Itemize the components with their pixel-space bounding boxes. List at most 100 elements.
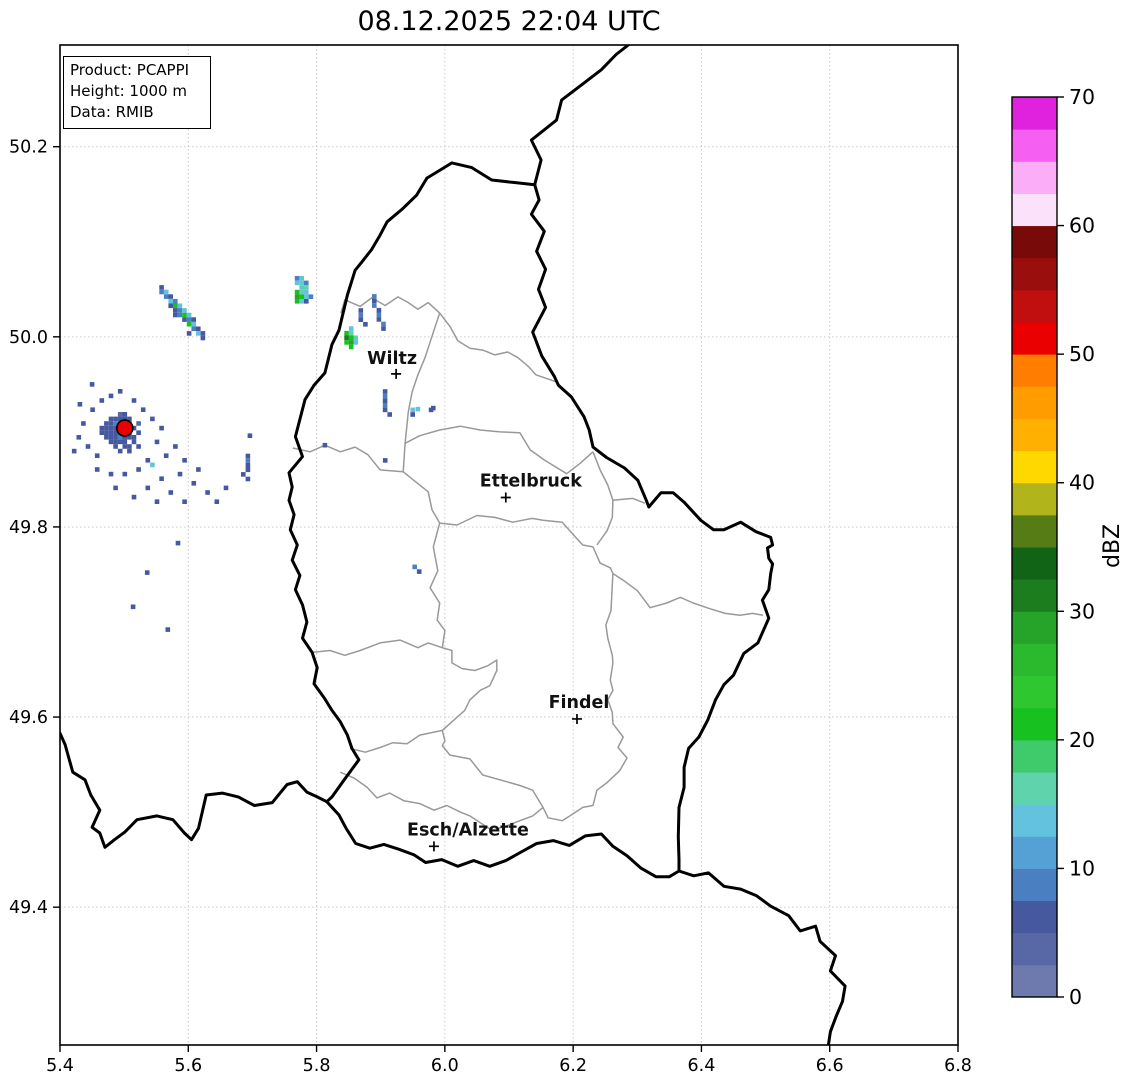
echo-cell	[245, 453, 251, 459]
city-label: Findel	[549, 693, 610, 713]
colorbar-segment	[1012, 579, 1057, 612]
echo-cell	[376, 317, 382, 322]
echo-cell	[163, 453, 169, 458]
colorbar-segment	[1012, 964, 1057, 998]
echo-cell	[299, 289, 304, 295]
echo-cell	[136, 430, 141, 435]
colorbar-segment	[1012, 386, 1057, 419]
echo-cell	[168, 303, 173, 309]
echo-cell	[122, 439, 128, 445]
echo-cell	[150, 462, 155, 468]
x-tick-label: 6.2	[559, 1056, 587, 1076]
echo-cell	[344, 340, 349, 345]
echo-cell	[108, 439, 114, 445]
echo-cell	[348, 330, 354, 336]
echo-cell	[196, 467, 201, 472]
echo-cell	[182, 317, 187, 322]
echo-cell	[136, 421, 141, 426]
echo-cell	[163, 294, 169, 299]
echo-cell	[173, 308, 178, 313]
district-borders	[292, 296, 764, 831]
colorbar-tick-label: 50	[1069, 342, 1095, 366]
echo-cell	[104, 430, 109, 435]
echo-cell	[200, 331, 206, 336]
echo-cell	[127, 444, 132, 449]
echo-cell	[113, 416, 118, 422]
echo-cell	[412, 564, 417, 570]
echo-cell	[294, 276, 300, 281]
colorbar-segment	[1012, 97, 1057, 130]
echo-cell	[299, 280, 304, 286]
country-border-path	[425, 161, 537, 187]
echo-cell	[108, 421, 114, 426]
y-tick-label: 49.8	[9, 518, 48, 538]
echo-cell	[94, 467, 100, 472]
echo-cell	[168, 294, 173, 299]
echo-cell	[358, 312, 364, 318]
colorbar-segment	[1012, 675, 1057, 709]
echo-cell	[247, 433, 253, 438]
echo-cell	[71, 448, 77, 454]
echo-cell	[113, 435, 118, 440]
echo-cell	[127, 448, 132, 454]
colorbar-segment	[1012, 611, 1057, 644]
echo-cell	[177, 312, 183, 318]
echo-cell	[89, 382, 95, 387]
echo-cell	[372, 294, 377, 299]
x-tick-label: 5.4	[46, 1056, 74, 1076]
echo-cell	[182, 308, 187, 313]
colorbar-segment	[1012, 547, 1057, 580]
echo-cell	[182, 499, 187, 504]
colorbar-segment	[1012, 225, 1057, 259]
info-product: Product: PCAPPI	[70, 61, 190, 79]
echo-cell	[117, 435, 123, 440]
colorbar-tick-label: 10	[1069, 856, 1095, 880]
echo-cell	[191, 317, 196, 322]
echo-cell	[304, 299, 309, 304]
echo-cell	[191, 321, 196, 327]
echo-cell	[76, 435, 82, 440]
district-border-path	[596, 500, 614, 546]
colorbar-segment	[1012, 514, 1057, 548]
colorbar-segment	[1012, 354, 1057, 387]
echo-cell	[85, 444, 91, 449]
district-border-path	[312, 639, 443, 657]
colorbar-segment	[1012, 739, 1057, 773]
x-tick-label: 6.8	[944, 1056, 972, 1076]
echo-cell	[104, 421, 109, 426]
echo-cell	[136, 467, 141, 472]
echo-cell	[108, 471, 114, 477]
echo-cell	[122, 444, 128, 449]
echo-cell	[117, 448, 123, 454]
echo-cell	[294, 289, 300, 295]
echo-cell	[294, 299, 300, 304]
echo-cell	[175, 540, 181, 546]
echo-cell	[358, 317, 364, 322]
echo-cell	[173, 298, 178, 304]
echo-cell	[196, 331, 201, 336]
echo-cell	[382, 403, 388, 408]
echo-cell	[177, 471, 183, 477]
y-tick-label: 49.6	[9, 708, 48, 728]
echo-cell	[299, 285, 304, 290]
figure-title: 08.12.2025 22:04 UTC	[357, 6, 661, 37]
info-box: Product: PCAPPI Height: 1000 m Data: RMI…	[63, 56, 211, 129]
echo-cell	[130, 604, 136, 610]
echo-cell	[113, 439, 118, 445]
colorbar-segment	[1012, 804, 1057, 837]
echo-cell	[344, 330, 349, 336]
echo-cell	[168, 490, 174, 495]
echo-cell	[191, 326, 196, 332]
echo-cell	[245, 467, 251, 473]
district-border-path	[592, 451, 646, 504]
echo-cell	[177, 303, 183, 309]
echo-cell	[381, 326, 386, 331]
country-border-path	[287, 176, 429, 804]
echo-cell	[99, 430, 105, 435]
info-data-source: Data: RMIB	[70, 103, 154, 121]
echo-cell	[376, 307, 382, 313]
echo-cell	[186, 317, 192, 322]
echo-cell	[94, 453, 100, 458]
city-plus-marker	[571, 713, 582, 724]
echo-cell	[131, 425, 137, 431]
